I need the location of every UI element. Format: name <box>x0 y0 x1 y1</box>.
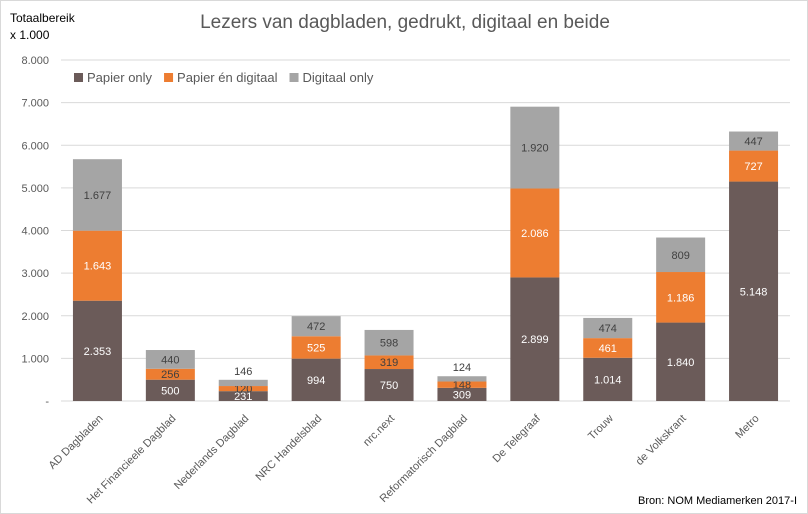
bar-segment <box>145 368 195 380</box>
data-label: 994 <box>307 375 325 387</box>
bar-segment <box>218 379 268 387</box>
bar-segment <box>437 376 487 382</box>
y-axis-unit: x 1.000 <box>10 28 50 42</box>
data-label: 472 <box>307 321 325 333</box>
data-label: 1.677 <box>84 190 112 202</box>
data-label: 447 <box>744 136 762 148</box>
y-axis-ticks: - 1.000 2.000 3.000 4.000 5.000 6.000 7.000 8.00… <box>21 55 49 408</box>
bar-segment <box>510 106 560 189</box>
bar-segment <box>364 329 414 356</box>
bar-segment <box>364 355 414 370</box>
bar-segment <box>656 272 706 323</box>
bar-segment <box>218 391 268 401</box>
y-tick-label: 2.000 <box>21 311 49 323</box>
data-label: 440 <box>161 354 179 366</box>
legend-swatch <box>164 73 174 82</box>
bar-segment <box>145 350 195 369</box>
data-label: 474 <box>599 323 617 335</box>
bar-segment <box>583 357 633 401</box>
y-tick-label: 7.000 <box>21 98 49 110</box>
data-label: 120 <box>234 384 252 396</box>
x-category-label: NRC Handelsblad <box>254 413 325 484</box>
data-label: 598 <box>380 338 398 350</box>
bar-segment <box>583 317 633 339</box>
bar-segment <box>291 316 341 337</box>
bar-segment <box>510 188 560 278</box>
y-tick-label: 4.000 <box>21 226 49 238</box>
x-category-label: Nederlands Dagblad <box>172 413 251 492</box>
legend-swatch <box>74 73 83 82</box>
data-label: 2.353 <box>84 346 112 358</box>
bar-segment <box>72 230 122 301</box>
x-category-label: Metro <box>733 413 761 441</box>
data-label: 1.186 <box>667 292 695 304</box>
y-tick-label: - <box>45 396 49 408</box>
data-label: 461 <box>599 343 617 355</box>
bar-segment <box>583 338 633 358</box>
legend: Papier only Papier én digitaal Digitaal on… <box>74 70 374 85</box>
y-tick-label: 1.000 <box>21 353 49 365</box>
source-note: Bron: NOM Mediamerken 2017-I <box>638 495 797 507</box>
data-label: 256 <box>161 369 179 381</box>
bar-segment <box>291 336 341 359</box>
data-label: 231 <box>234 391 252 403</box>
bar-segment <box>656 322 706 401</box>
y-tick-label: 3.000 <box>21 268 49 280</box>
x-category-label: de Volkskrant <box>634 413 689 468</box>
data-label: 2.086 <box>521 228 549 240</box>
y-tick-label: 5.000 <box>21 183 49 195</box>
legend-label: Papier én digitaal <box>177 70 278 85</box>
data-label: 124 <box>453 362 471 374</box>
data-label: 2.899 <box>521 334 549 346</box>
legend-label: Papier only <box>87 70 153 85</box>
y-tick-label: 6.000 <box>21 140 49 152</box>
data-label: 1.643 <box>84 261 112 273</box>
bar-segment <box>72 159 122 231</box>
bar-segment <box>510 277 560 401</box>
x-category-label: Trouw <box>586 413 616 443</box>
data-label: 319 <box>380 357 398 369</box>
data-label: 146 <box>234 366 252 378</box>
bar-segment <box>656 237 706 273</box>
bar-segment <box>364 369 414 401</box>
data-label: 525 <box>307 342 325 354</box>
bar-segment <box>437 387 487 401</box>
data-label: 1.840 <box>667 357 695 369</box>
data-label: 309 <box>453 389 471 401</box>
y-tick-label: 8.000 <box>21 55 49 67</box>
bar-segment <box>72 300 122 401</box>
data-label: 727 <box>744 161 762 173</box>
data-label: 1.920 <box>521 143 549 155</box>
legend-label: Digitaal only <box>303 70 374 85</box>
bar-segment <box>729 150 779 182</box>
bar-segment <box>218 386 268 392</box>
data-label: 500 <box>161 385 179 397</box>
bar-segment <box>729 181 779 401</box>
data-label: 5.148 <box>740 286 768 298</box>
bar-segment <box>145 379 195 401</box>
y-axis-label: Totaalbereik <box>10 11 76 25</box>
x-category-label: AD Dagbladen <box>46 413 105 472</box>
data-label: 809 <box>671 250 689 262</box>
data-label: 148 <box>453 380 471 392</box>
data-label: 750 <box>380 380 398 392</box>
chart-title: Lezers van dagbladen, gedrukt, digitaal … <box>200 12 610 33</box>
bar-segment <box>729 131 779 151</box>
data-label: 1.014 <box>594 374 622 386</box>
x-category-label: De Telegraaf <box>491 412 544 465</box>
bar-segment <box>437 381 487 388</box>
bar-segment <box>291 358 341 401</box>
legend-swatch <box>289 73 299 82</box>
x-category-label: nrc.next <box>361 413 397 449</box>
